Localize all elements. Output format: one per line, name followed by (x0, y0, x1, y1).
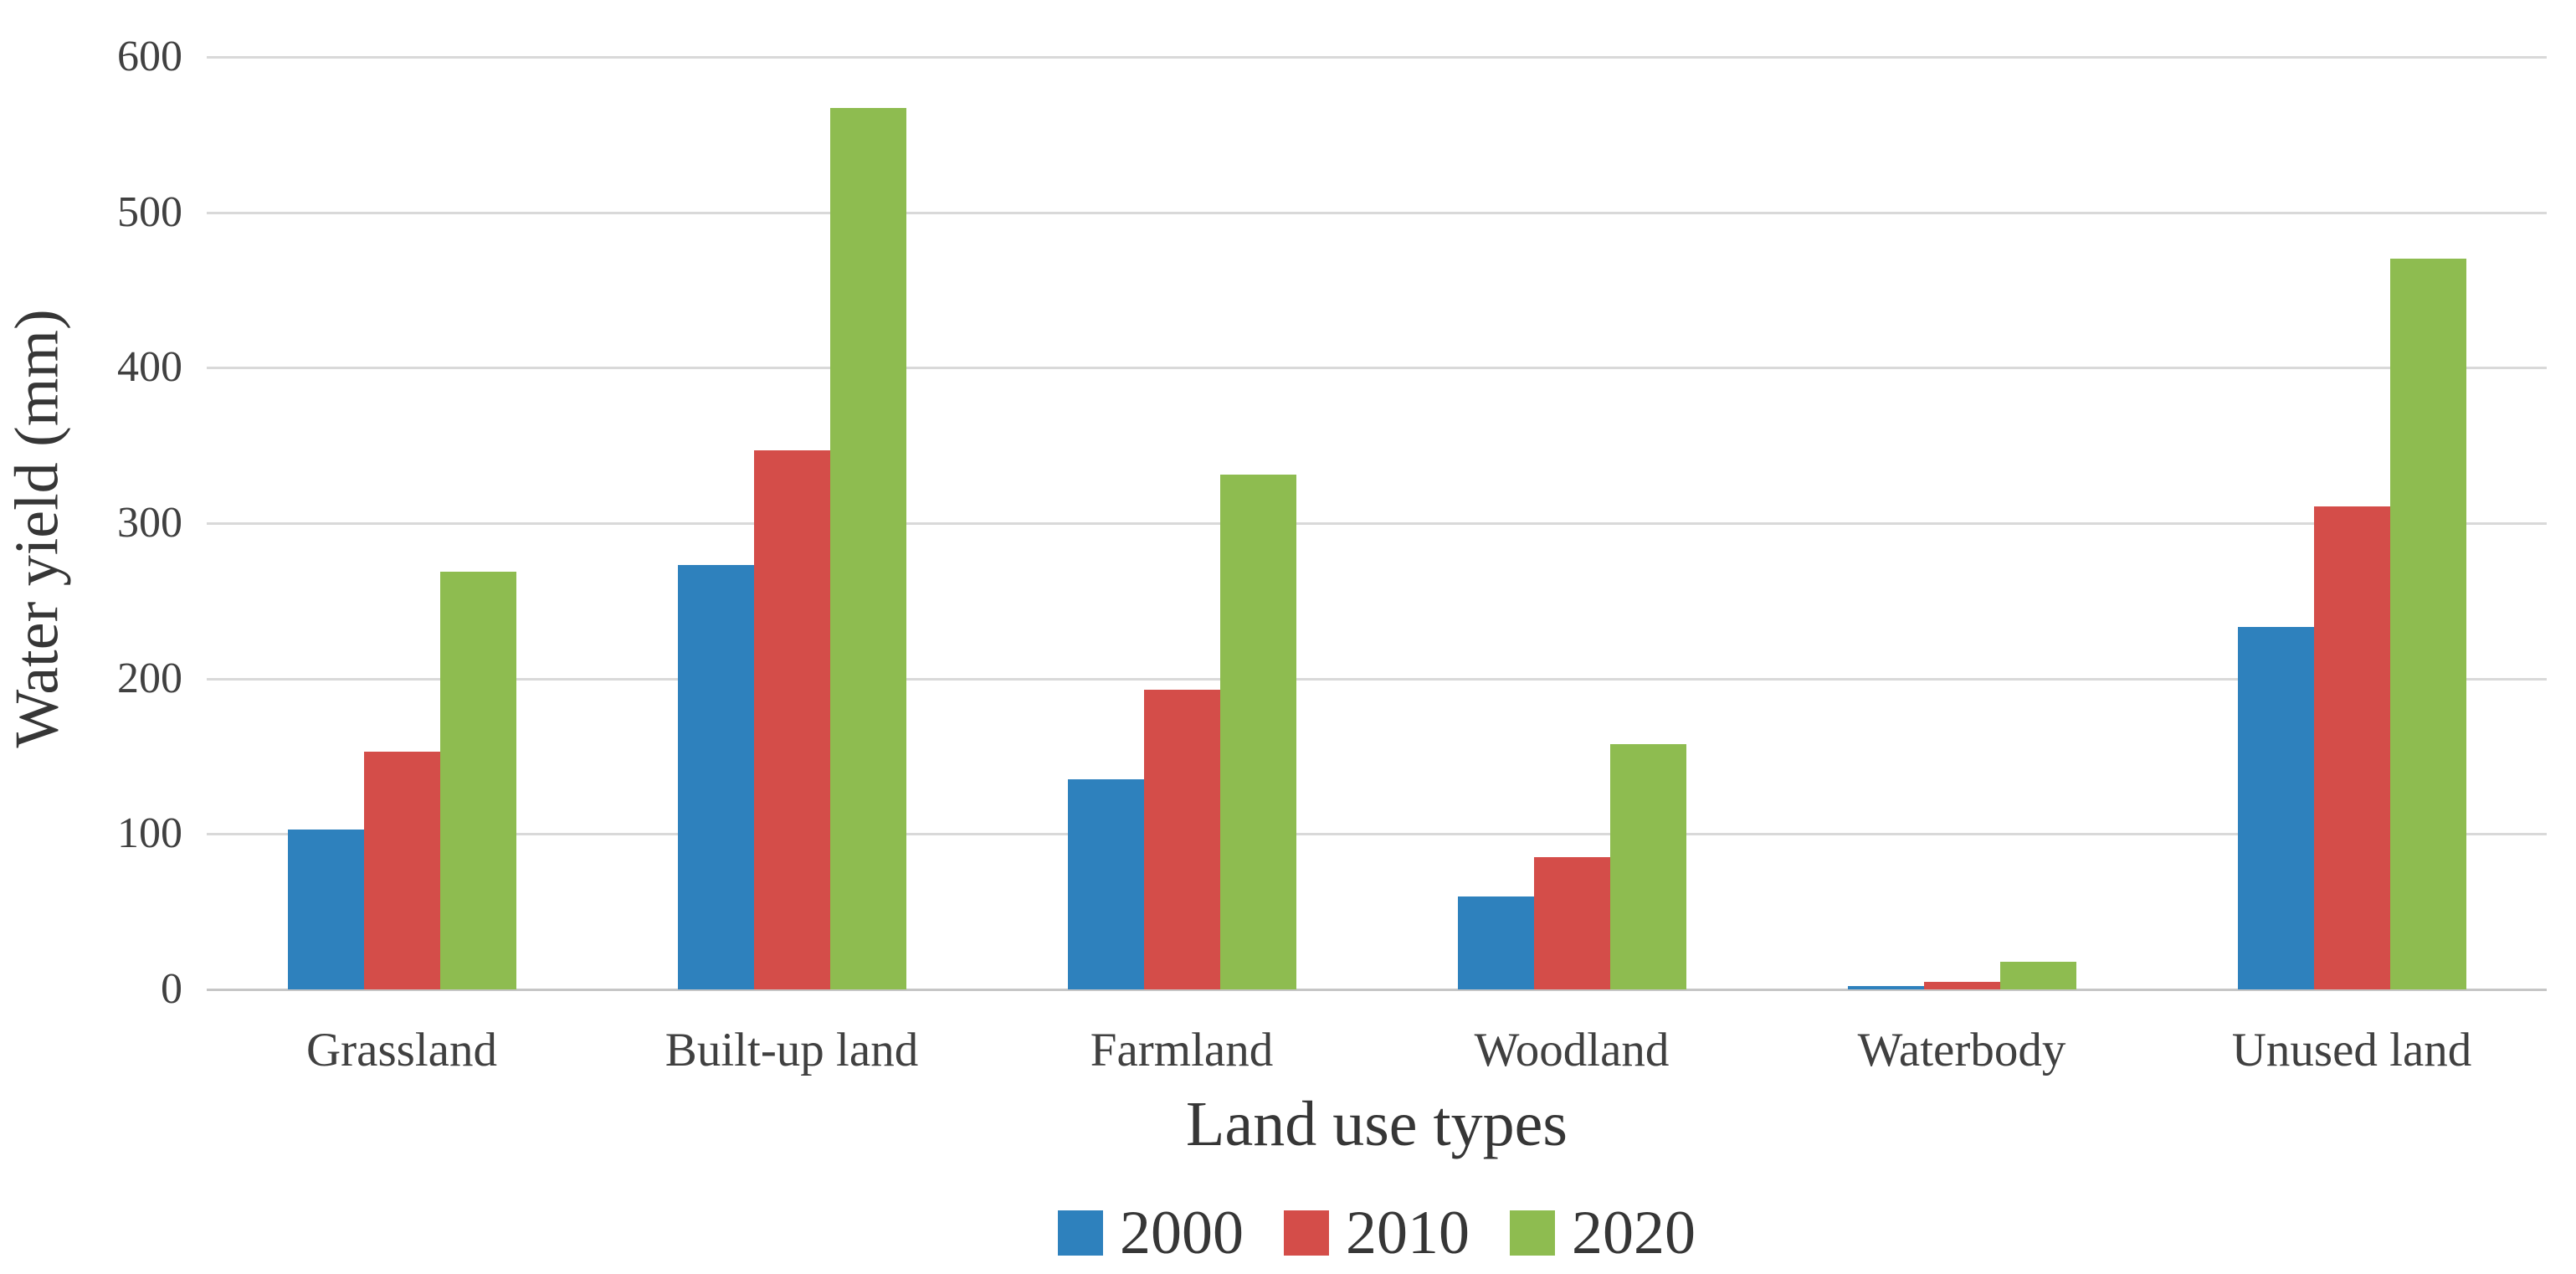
legend-swatch-2010 (1284, 1210, 1329, 1256)
x-category-label-built-up-land: Built-up land (665, 1024, 919, 1076)
x-category-label-unused-land: Unused land (2231, 1024, 2472, 1076)
gridline-y-200 (207, 677, 2547, 681)
gridline-y-100 (207, 833, 2547, 836)
gridline-y-400 (207, 367, 2547, 370)
legend-label-2020: 2020 (1572, 1199, 1696, 1267)
gridline-y-500 (207, 211, 2547, 214)
legend-label-2010: 2010 (1346, 1199, 1470, 1267)
bar-2010-grassland (364, 752, 440, 989)
legend-item-2010: 2010 (1284, 1202, 1470, 1264)
legend-label-2000: 2000 (1120, 1199, 1244, 1267)
legend: 2000 2010 2020 (0, 1202, 2576, 1264)
bar-2020-farmland (1220, 475, 1296, 989)
bar-2000-farmland (1068, 779, 1144, 989)
bar-2020-grassland (440, 572, 516, 989)
bar-2000-grassland (288, 830, 364, 989)
legend-swatch-2020 (1510, 1210, 1555, 1256)
bar-2020-waterbody (2000, 962, 2076, 989)
bar-2020-unused-land (2390, 259, 2466, 989)
y-tick-label-100: 100 (117, 809, 182, 857)
y-tick-label-500: 500 (117, 188, 182, 236)
bar-2000-woodland (1458, 896, 1534, 989)
bar-2020-built-up-land (830, 108, 906, 989)
bar-2020-woodland (1610, 744, 1686, 989)
x-axis-baseline (207, 989, 2547, 991)
gridline-y-300 (207, 522, 2547, 525)
x-category-label-waterbody: Waterbody (1857, 1024, 2066, 1076)
bar-2010-farmland (1144, 690, 1220, 989)
y-tick-label-600: 600 (117, 33, 182, 80)
bar-2010-built-up-land (754, 450, 830, 989)
legend-item-2020: 2020 (1510, 1202, 1696, 1264)
plot-area (207, 56, 2547, 991)
y-tick-label-300: 300 (117, 499, 182, 547)
x-axis-title: Land use types (1186, 1089, 1568, 1159)
legend-item-2000: 2000 (1058, 1202, 1244, 1264)
y-tick-label-200: 200 (117, 655, 182, 702)
bar-2010-waterbody (1924, 982, 2000, 989)
y-tick-label-400: 400 (117, 343, 182, 391)
legend-swatch-2000 (1058, 1210, 1103, 1256)
bar-2000-built-up-land (678, 565, 754, 989)
bar-2000-waterbody (1848, 986, 1924, 989)
y-tick-label-0: 0 (161, 965, 182, 1013)
x-category-label-woodland: Woodland (1474, 1024, 1670, 1076)
x-category-label-grassland: Grassland (306, 1024, 497, 1076)
bar-2000-unused-land (2238, 627, 2314, 989)
gridline-y-600 (207, 56, 2547, 59)
bar-2010-woodland (1534, 857, 1610, 989)
bar-2010-unused-land (2314, 506, 2390, 989)
x-category-label-farmland: Farmland (1090, 1024, 1274, 1076)
